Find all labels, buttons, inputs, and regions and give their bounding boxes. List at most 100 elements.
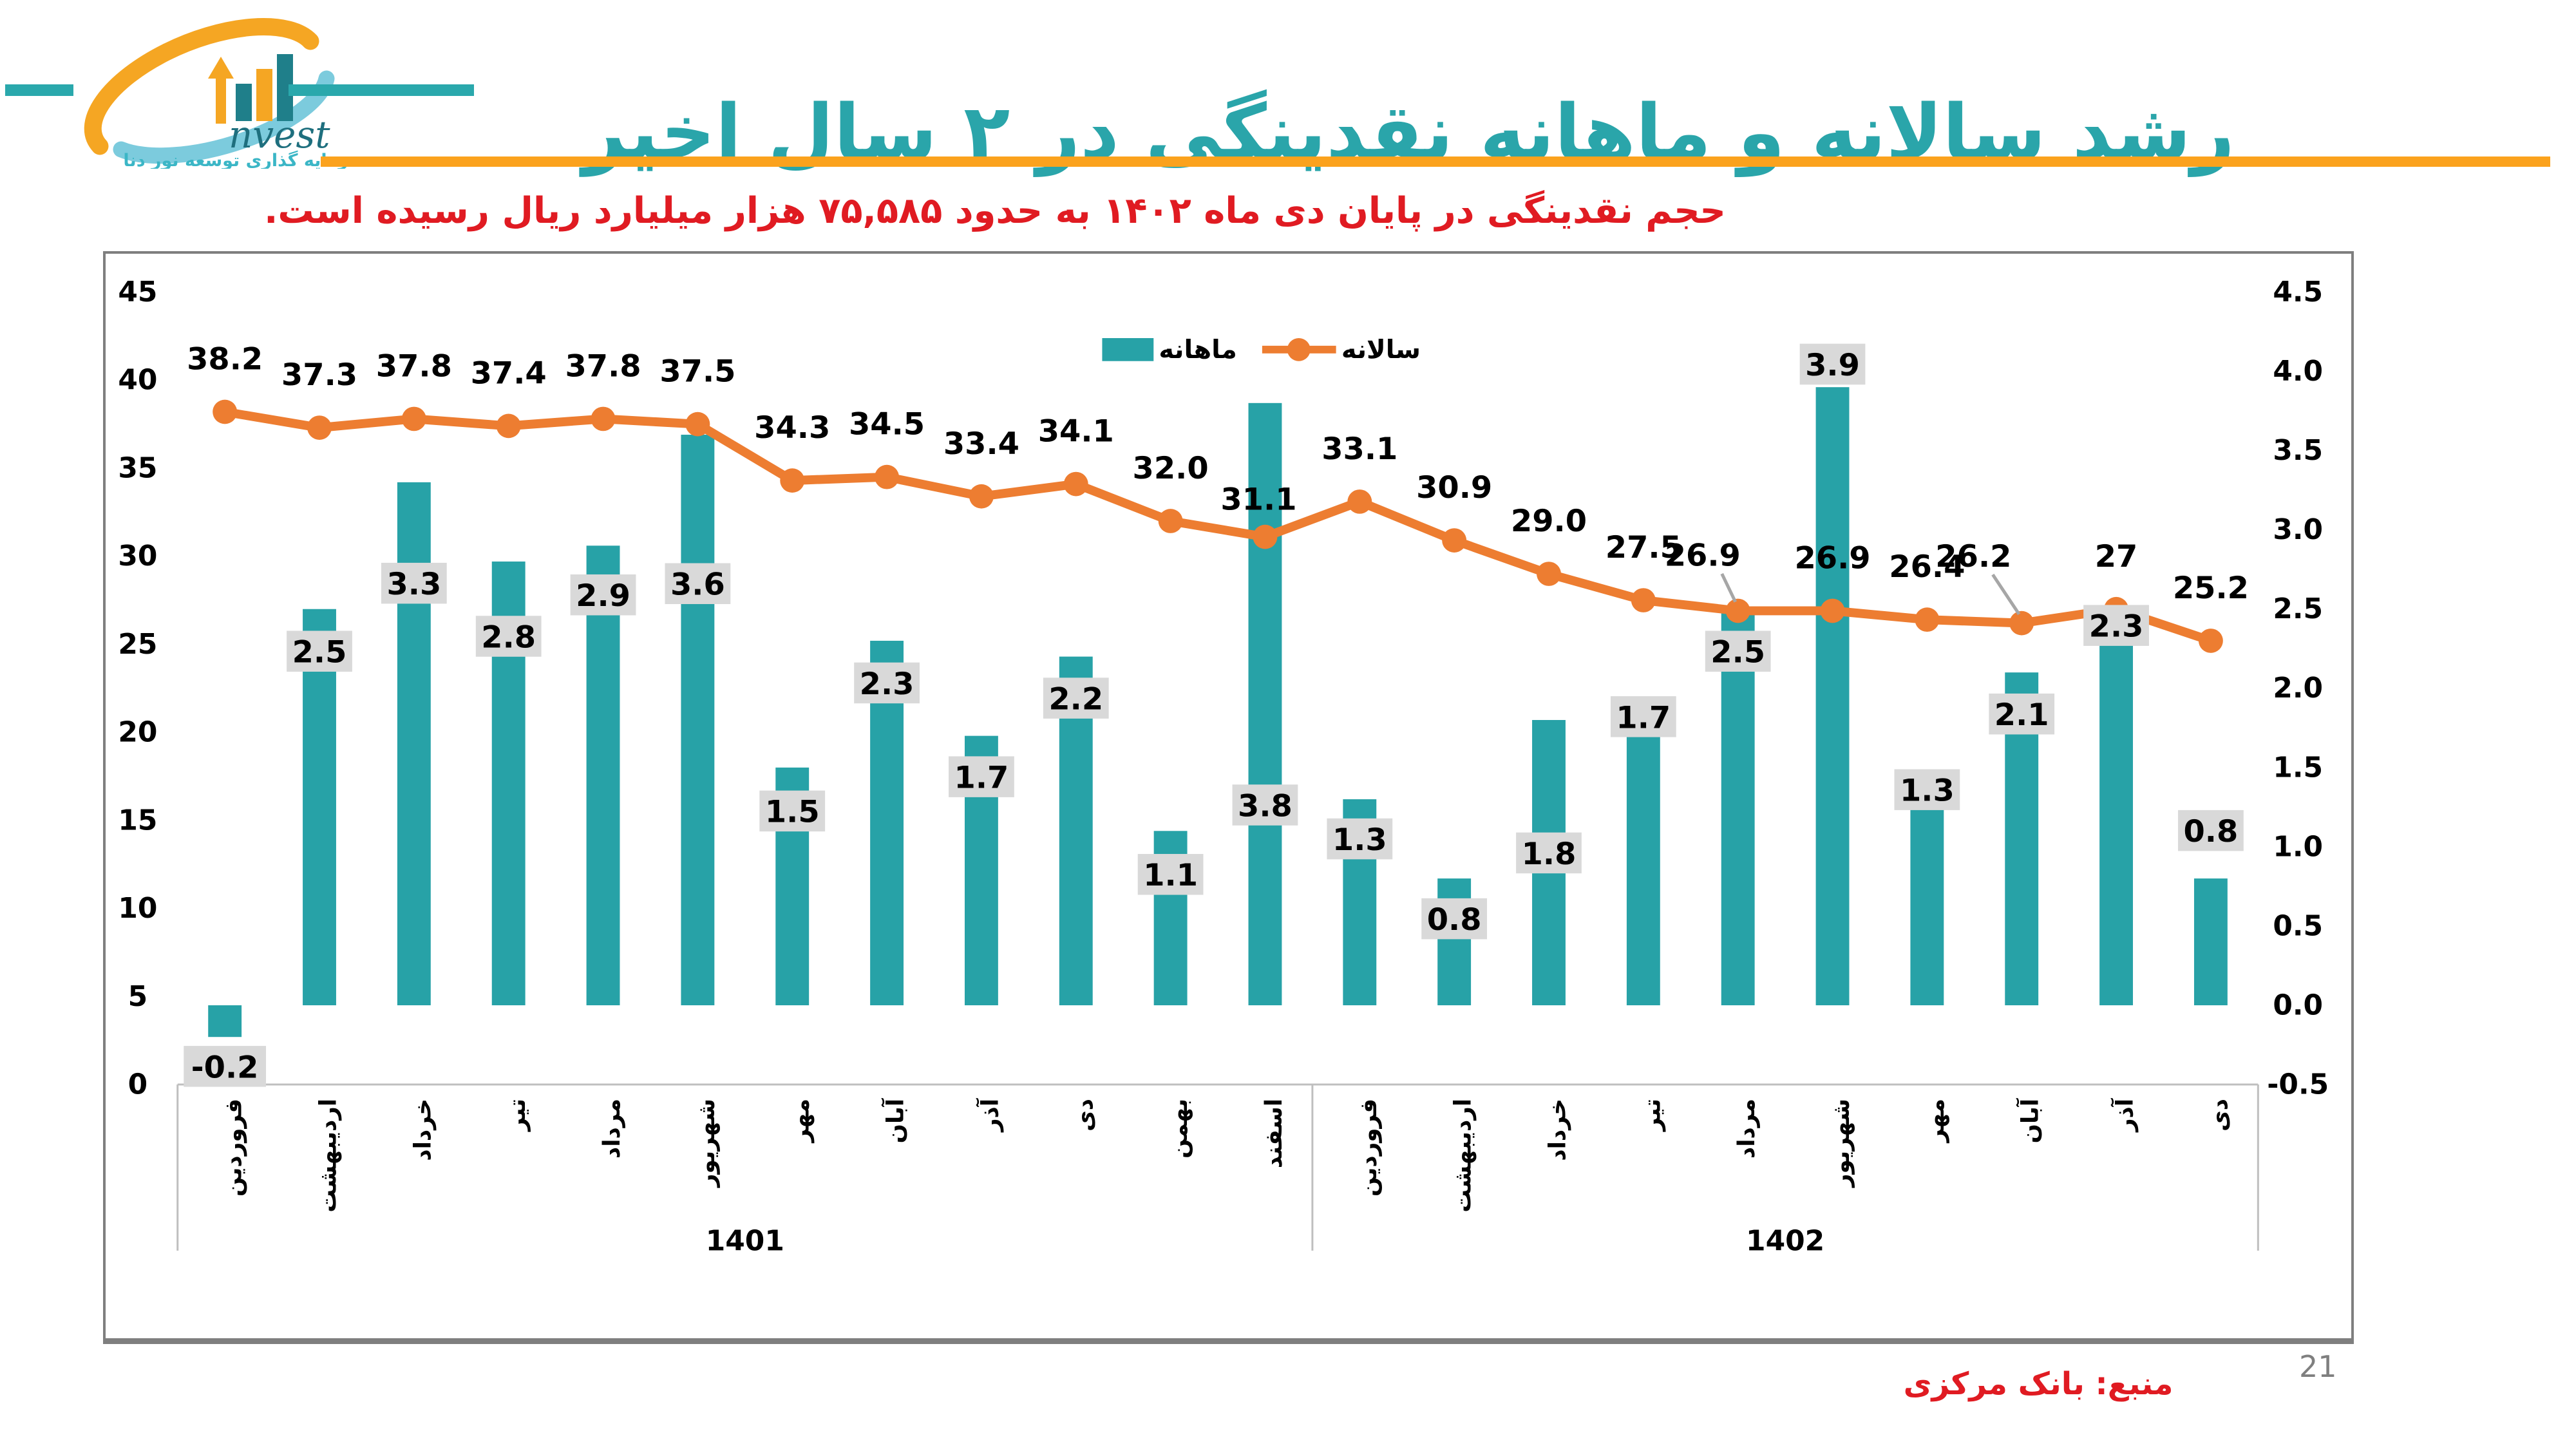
logo-orange-swoosh xyxy=(84,18,319,155)
line-value-label: 37.3 xyxy=(281,357,357,393)
line-value-label: 29.0 xyxy=(1511,504,1587,539)
y-axis-left-tick-label: 15 xyxy=(118,804,157,837)
bar-value-label-bg xyxy=(1232,784,1298,826)
bar xyxy=(208,1005,242,1037)
month-label: اسفند xyxy=(1261,1099,1287,1168)
chart-legend xyxy=(1102,337,1336,361)
line-marker xyxy=(1631,588,1656,612)
legend-bar-swatch xyxy=(1102,337,1154,361)
line-marker xyxy=(780,468,805,493)
year-label-1401: 1401 xyxy=(706,1225,784,1258)
line-marker xyxy=(1725,598,1750,623)
bar-value-label-bg xyxy=(949,756,1014,797)
chart-canvas: 45 40 35 30 25 20 15 10 5 0 4.5 4.0 3.5 3.0 2.5 2.0 1.5 1… xyxy=(118,276,2329,1258)
bar xyxy=(1815,387,1850,1005)
bar xyxy=(1626,735,1660,1005)
source-note: منبع: بانک مرکزی xyxy=(1903,1366,2174,1402)
line-marker xyxy=(401,406,426,431)
bar-value-label-bg xyxy=(475,616,542,657)
bar-value-label: 0.8 xyxy=(1427,902,1482,938)
bar-value-label-bg xyxy=(1989,693,2055,735)
title-underline-bar xyxy=(321,156,2550,167)
bar xyxy=(397,482,431,1005)
month-label: تیر xyxy=(1639,1099,1665,1132)
bar-value-label: -0.2 xyxy=(191,1050,259,1085)
bar-value-label-bg xyxy=(1799,343,1866,385)
line-value-label: 33.1 xyxy=(1321,431,1397,467)
y-axis-right-tick-label: 2.5 xyxy=(2273,592,2323,625)
bar xyxy=(2099,640,2134,1005)
month-label: دی xyxy=(2206,1099,2233,1132)
y-axis-left-tick-label: 40 xyxy=(118,364,157,397)
bar-value-label-bg xyxy=(759,790,826,832)
line-marker xyxy=(1158,509,1183,533)
bar-value-label-bg xyxy=(854,662,920,704)
bar-value-label: 2.5 xyxy=(292,635,347,670)
bar-value-label-bg xyxy=(1421,898,1488,940)
y-axis-left-tick-label: 35 xyxy=(118,452,157,485)
line-value-label: 26.2 xyxy=(1935,539,2011,574)
header-accent-dash-left xyxy=(5,84,73,96)
line-marker xyxy=(1537,562,1561,586)
liquidity-growth-chart: 45 40 35 30 25 20 15 10 5 0 4.5 4.0 3.5 3.0 2.5 2.0 1.5 1… xyxy=(103,251,2354,1344)
line-marker xyxy=(2198,629,2223,653)
line-marker xyxy=(1820,598,1845,623)
logo-blue-swoosh xyxy=(113,70,335,164)
month-label: آبان xyxy=(880,1098,909,1143)
y-axis-right-tick-label: -0.5 xyxy=(2267,1068,2329,1101)
year-label-1402: 1402 xyxy=(1746,1225,1824,1258)
line-value-label: 37.5 xyxy=(659,354,735,390)
bar-value-label: 2.5 xyxy=(1710,635,1765,670)
bar-value-label-bg xyxy=(1327,818,1393,860)
line-value-label: 37.8 xyxy=(565,349,641,384)
line-value-label: 25.2 xyxy=(2173,571,2249,606)
bar-value-label-bg xyxy=(287,630,352,672)
bar-value-label: 2.2 xyxy=(1048,682,1103,717)
bar xyxy=(303,609,336,1005)
bar xyxy=(2193,878,2228,1005)
line-value-label: 26.9 xyxy=(1794,541,1870,576)
line-marker xyxy=(875,464,900,489)
bar-value-label: 1.5 xyxy=(765,795,820,830)
line-marker xyxy=(1063,471,1088,497)
bar-value-label: 2.3 xyxy=(860,667,914,702)
bar-value-label-bg xyxy=(1137,854,1204,895)
company-logo: nvest سرمایه گذاری توسعه نور دنا xyxy=(84,18,361,169)
y-axis-right-tick-label: 3.0 xyxy=(2273,513,2323,546)
bar-value-label: 2.3 xyxy=(2089,609,2144,645)
subtitle: حجم نقدینگی در پایان دی ماه ۱۴۰۲ به حدود… xyxy=(264,190,1726,232)
month-label: فروردین xyxy=(221,1099,247,1197)
month-label: شهریور xyxy=(694,1099,720,1188)
y-axis-right-tick-label: 0.0 xyxy=(2273,989,2323,1022)
month-label: تیر xyxy=(504,1099,531,1132)
line-marker xyxy=(1253,524,1278,549)
y-axis-right-tick-label: 4.5 xyxy=(2273,276,2323,308)
bar-value-label: 1.1 xyxy=(1143,858,1198,893)
month-label: آبان xyxy=(2016,1098,2044,1143)
line-marker xyxy=(1347,489,1372,514)
month-label: مهر xyxy=(788,1099,815,1144)
line-marker xyxy=(2009,611,2034,636)
leader-line xyxy=(1720,573,1737,603)
bar-value-label: 2.1 xyxy=(1994,697,2049,733)
bar-value-label-bg xyxy=(665,563,731,605)
month-label: دی xyxy=(1072,1099,1098,1132)
month-label: اردیبهشت xyxy=(315,1099,341,1213)
bar-value-label-bg xyxy=(184,1046,267,1087)
line-value-label: 37.8 xyxy=(376,349,452,384)
line-value-label: 38.2 xyxy=(187,342,263,377)
month-label: خرداد xyxy=(1544,1099,1571,1161)
month-label: اردیبهشت xyxy=(1450,1099,1477,1213)
bar-value-label: 1.7 xyxy=(1616,700,1671,735)
line-value-label: 32.0 xyxy=(1133,451,1209,486)
page-number: 21 xyxy=(2299,1349,2337,1384)
y-axis-right-tick-label: 2.0 xyxy=(2273,672,2323,705)
legend-line-marker-icon xyxy=(1287,337,1311,361)
legend-label-annual: سالانه xyxy=(1341,335,1421,365)
bar xyxy=(1721,609,1755,1005)
bar-value-label-bg xyxy=(2083,605,2149,646)
y-axis-right-tick-label: 0.5 xyxy=(2273,910,2323,943)
line-marker xyxy=(969,484,994,509)
bar-value-label-bg xyxy=(1516,832,1582,874)
